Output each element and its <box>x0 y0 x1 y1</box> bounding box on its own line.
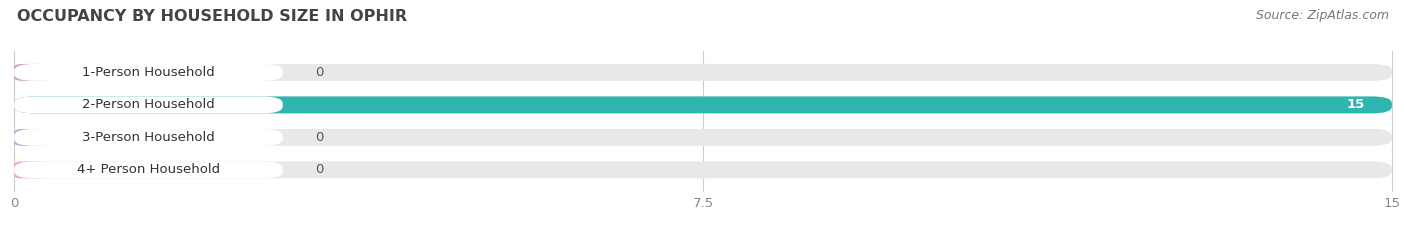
FancyBboxPatch shape <box>14 64 283 81</box>
FancyBboxPatch shape <box>14 161 1392 178</box>
FancyBboxPatch shape <box>14 129 1392 146</box>
FancyBboxPatch shape <box>14 64 48 81</box>
Text: 1-Person Household: 1-Person Household <box>82 66 215 79</box>
Text: 2-Person Household: 2-Person Household <box>82 98 215 111</box>
Text: 15: 15 <box>1346 98 1364 111</box>
Text: Source: ZipAtlas.com: Source: ZipAtlas.com <box>1256 9 1389 22</box>
Text: 3-Person Household: 3-Person Household <box>82 131 215 144</box>
Text: OCCUPANCY BY HOUSEHOLD SIZE IN OPHIR: OCCUPANCY BY HOUSEHOLD SIZE IN OPHIR <box>17 9 406 24</box>
FancyBboxPatch shape <box>14 161 283 178</box>
Text: 0: 0 <box>315 131 323 144</box>
FancyBboxPatch shape <box>14 96 1392 113</box>
FancyBboxPatch shape <box>14 64 1392 81</box>
FancyBboxPatch shape <box>14 96 1392 113</box>
FancyBboxPatch shape <box>14 96 283 113</box>
Text: 0: 0 <box>315 163 323 176</box>
FancyBboxPatch shape <box>14 161 48 178</box>
Text: 0: 0 <box>315 66 323 79</box>
FancyBboxPatch shape <box>14 129 283 146</box>
Text: 4+ Person Household: 4+ Person Household <box>77 163 219 176</box>
FancyBboxPatch shape <box>14 129 48 146</box>
